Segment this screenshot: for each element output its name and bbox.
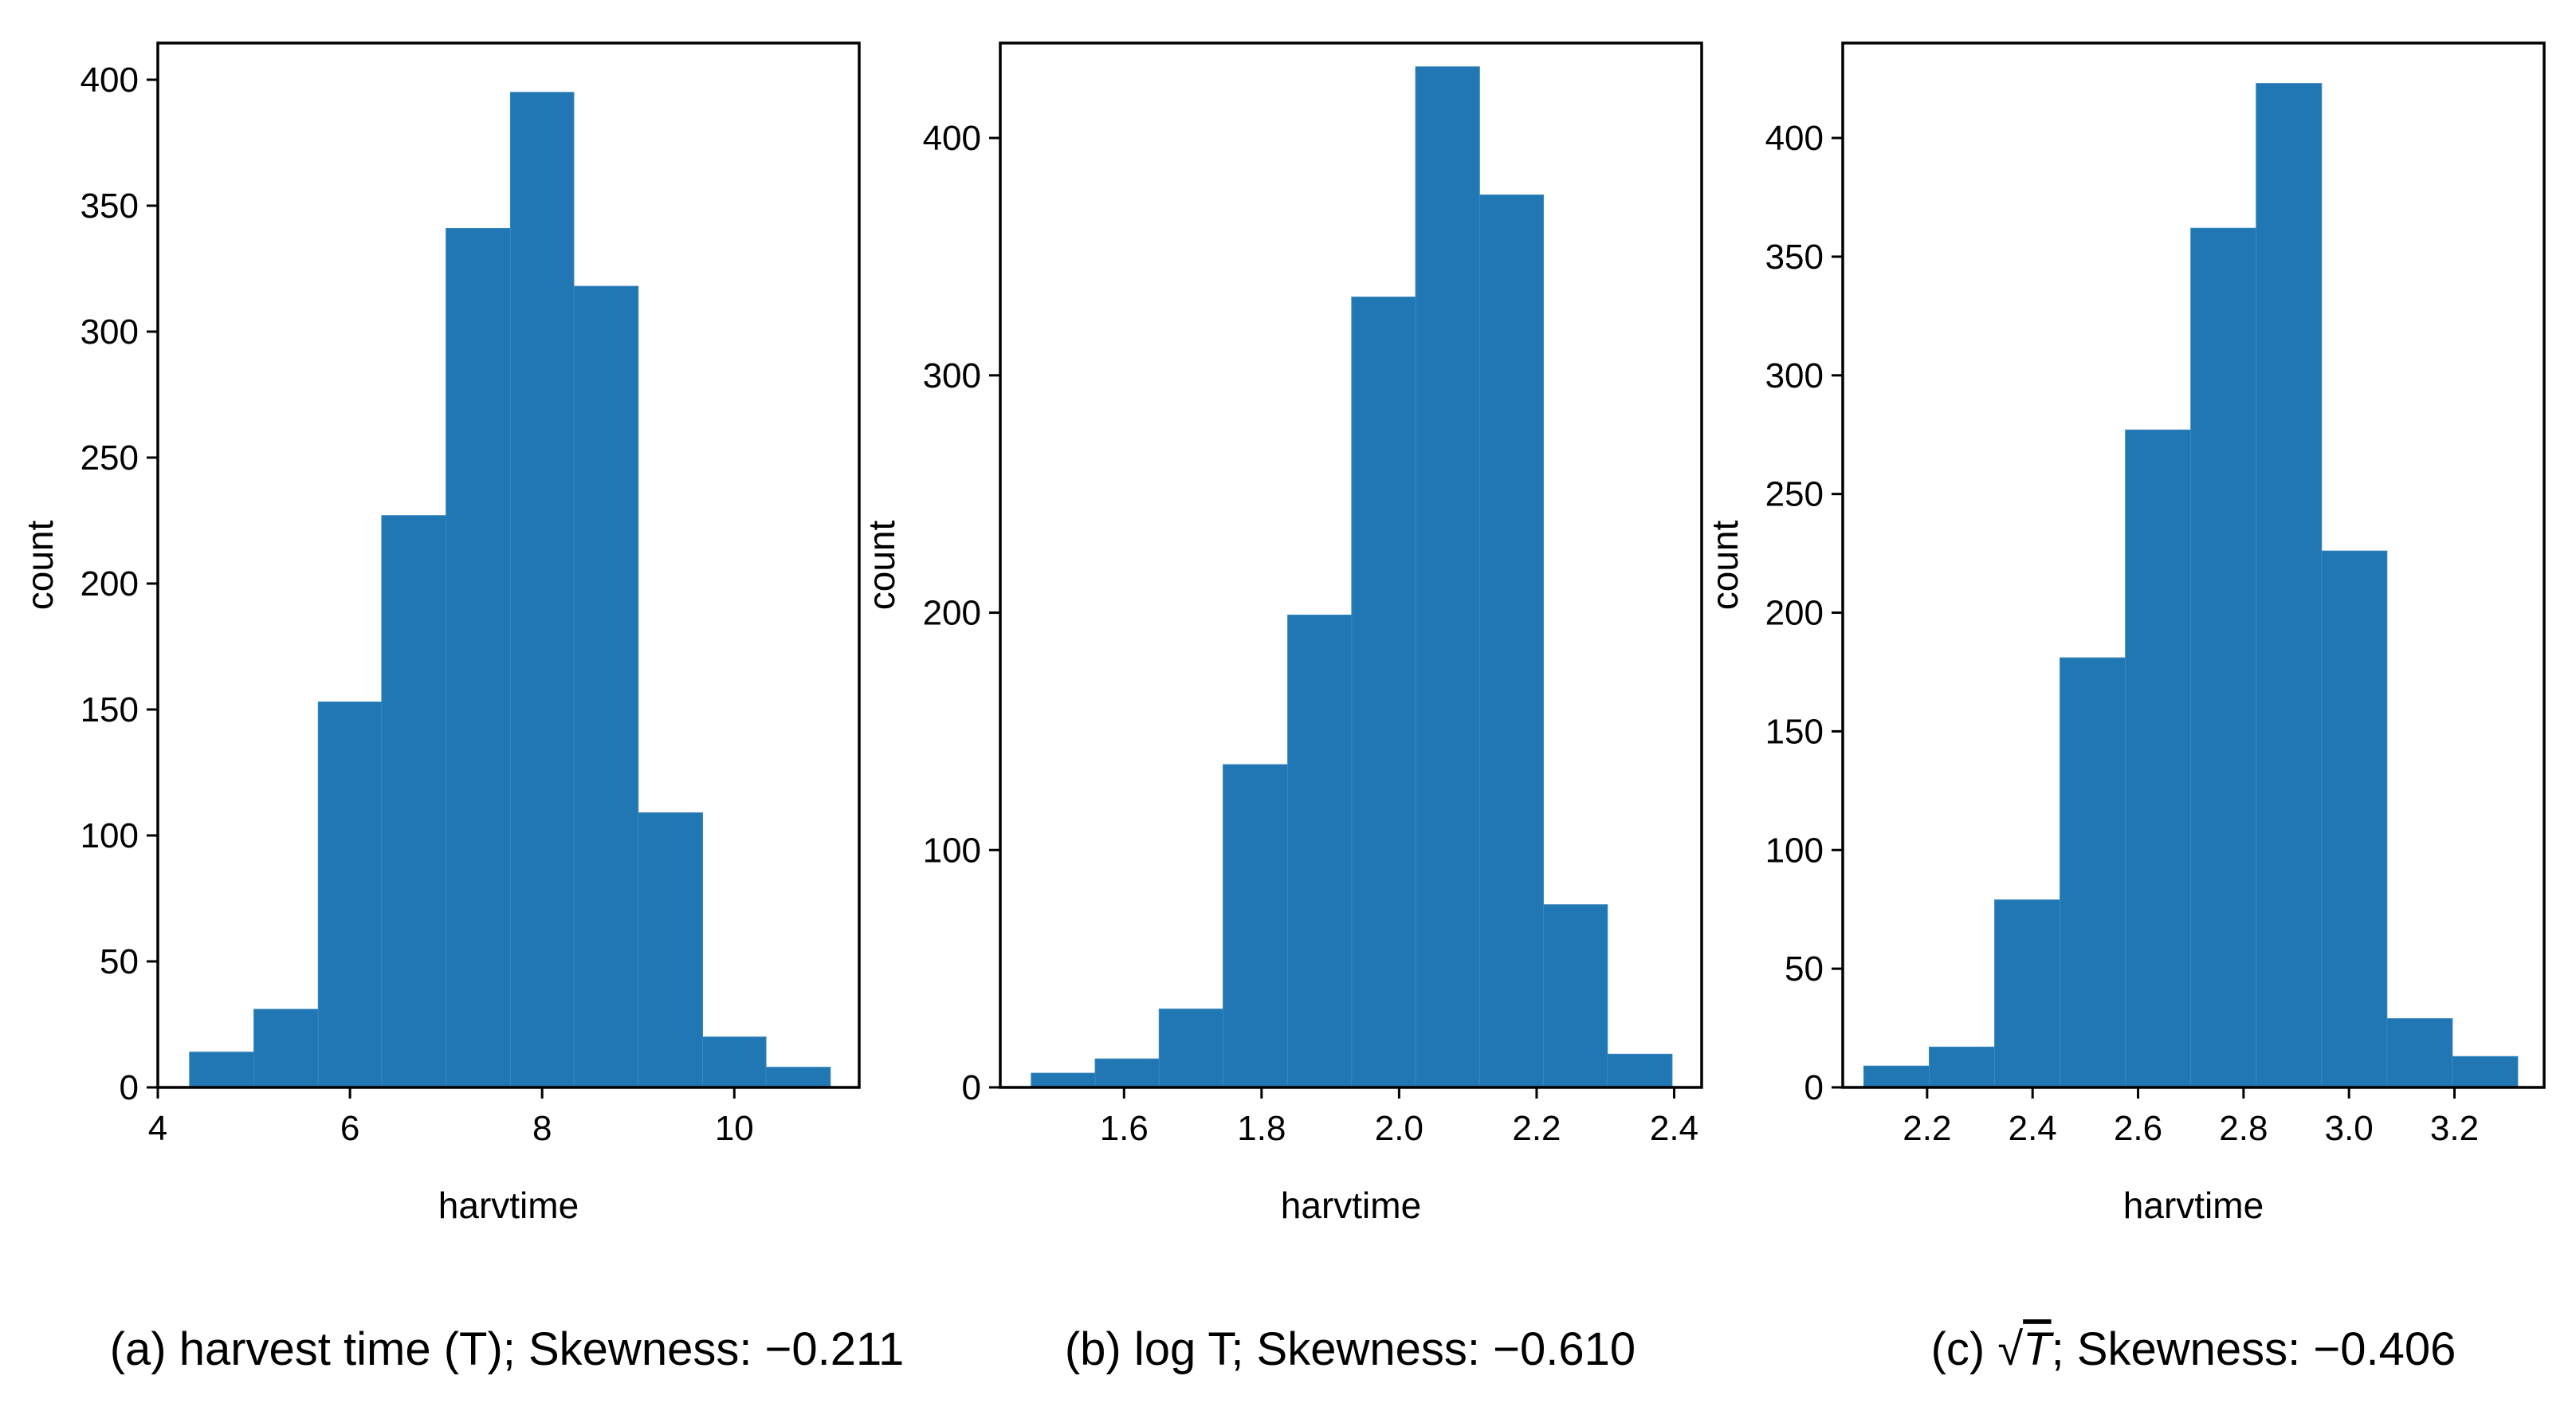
panel-b-y-tick-label-200: 200 [923,594,981,633]
panel-c-caption-suffix: ; Skewness: −0.406 [2052,1323,2456,1375]
panel-c-sqrt-t: 0 50 100 150 200 250 300 350 400 2.2 2.4 2.6 2.8 3.0… [1704,41,2546,1375]
panel-a-y-tick-label-50: 50 [100,942,139,981]
panel-c-bar-6 [2190,227,2257,1088]
panel-c-bars [1863,83,2519,1088]
panel-c-y-tick-label-100: 100 [1765,831,1824,870]
panel-a-y-tick-label-200: 200 [80,564,139,603]
panel-c-x-tick-label-2_6: 2.6 [2114,1109,2162,1148]
panel-a-bars [189,92,831,1088]
panel-c-x-tick-label-2_8: 2.8 [2219,1109,2268,1148]
panel-b-bar-4 [1223,764,1289,1088]
panel-a-y-tick-label-100: 100 [80,816,139,855]
panel-a-x-tick-label-6: 6 [340,1109,359,1148]
panel-c-caption-prefix: (c) [1931,1323,1998,1375]
panel-c-y-tick-label-250: 250 [1765,475,1824,514]
panel-b-x-tick-label-1_6: 1.6 [1100,1109,1149,1148]
panel-b-x-axis-label: harvtime [1281,1185,1421,1226]
panel-b-x-tick-label-2_2: 2.2 [1512,1109,1561,1148]
panel-a-y-tick-label-350: 350 [80,187,139,226]
panel-a-y-tick-label-0: 0 [120,1068,139,1107]
panel-c-caption: (c) √T; Skewness: −0.406 [1931,1323,2456,1375]
panel-a-bar-6 [509,92,575,1088]
panel-a-bar-1 [189,1051,255,1088]
panel-c-x-tick-label-2_4: 2.4 [2009,1109,2057,1148]
panel-c-bar-10 [2452,1055,2519,1088]
panel-a-y-tick-label-250: 250 [80,438,139,478]
panel-c-bar-7 [2256,83,2323,1088]
panel-b-y-tick-label-0: 0 [962,1068,981,1107]
panel-a-axes-frame [156,41,861,1089]
panel-b-x-tick-label-1_8: 1.8 [1237,1109,1286,1148]
panel-b-bar-8 [1478,195,1545,1088]
panel-c-y-tick-label-150: 150 [1765,712,1824,751]
panel-c-y-tick-label-200: 200 [1765,594,1824,633]
panel-a-y-tick-label-300: 300 [80,312,139,352]
panel-a-bar-10 [765,1067,831,1088]
panel-c-y-tick-label-50: 50 [1785,949,1824,989]
panel-b-bar-1 [1031,1072,1096,1088]
panel-c-y-tick-label-400: 400 [1765,119,1824,158]
panel-b-x-tick-label-2_4: 2.4 [1650,1109,1698,1148]
panel-c-y-tick-label-300: 300 [1765,356,1824,395]
panel-c-caption-var: T [2023,1323,2054,1375]
panel-c-y-tick-label-350: 350 [1765,238,1824,277]
panel-b-axes-frame [999,41,1703,1089]
panel-a-caption: (a) harvest time (T); Skewness: −0.211 [110,1323,905,1375]
panel-c-y-tick-label-0: 0 [1804,1068,1824,1107]
panel-c-x-tick-label-3_2: 3.2 [2430,1109,2479,1148]
panel-c-bar-1 [1863,1065,1930,1088]
panel-b-log-t: 0 100 200 300 400 1.6 1.8 2.0 2.2 2.4 harvtime c… [861,41,1703,1375]
panel-a-x-tick-label-10: 10 [715,1109,754,1148]
panel-c-y-ticks: 0 50 100 150 200 250 300 350 400 [1765,119,1843,1107]
panel-c-bar-2 [1929,1046,1996,1088]
panel-a-y-ticks: 0 50 100 150 200 250 300 350 400 [80,61,158,1107]
panel-c-x-tick-label-3: 3.0 [2325,1109,2374,1148]
panel-c-y-axis-label: count [1704,521,1745,611]
panel-c-caption-radical: √ [1997,1323,2023,1375]
panel-b-bar-5 [1287,615,1353,1088]
panel-a-x-axis-label: harvtime [438,1185,579,1226]
panel-a-bar-8 [638,812,704,1088]
panel-a-x-tick-label-8: 8 [532,1109,552,1148]
panel-b-bar-6 [1351,297,1416,1088]
panel-b-x-tick-label-2: 2.0 [1375,1109,1423,1148]
panel-c-bar-8 [2321,550,2388,1088]
panel-b-y-axis-label: count [861,521,902,611]
panel-b-bar-2 [1094,1058,1160,1088]
panel-a-bar-2 [253,1008,319,1088]
panel-b-bar-7 [1415,66,1480,1088]
panel-b-y-ticks: 0 100 200 300 400 [923,119,1000,1107]
panel-c-x-tick-label-2_2: 2.2 [1903,1109,1951,1148]
panel-a-bar-4 [381,515,447,1088]
panel-b-bar-3 [1158,1008,1224,1088]
panel-c-x-axis-label: harvtime [2123,1185,2264,1226]
panel-b-y-tick-label-100: 100 [923,831,981,870]
panel-a-x-tick-label-4: 4 [148,1109,167,1148]
panel-b-x-ticks: 1.6 1.8 2.0 2.2 2.4 [1100,1087,1698,1148]
panel-a-bar-7 [573,285,639,1088]
panel-c-bar-5 [2125,429,2192,1088]
panel-a-bar-3 [317,702,383,1088]
panel-b-bar-9 [1543,904,1608,1088]
panel-c-x-ticks: 2.2 2.4 2.6 2.8 3.0 3.2 [1903,1087,2479,1148]
panel-a-y-axis-label: count [19,521,61,611]
panel-a-y-tick-label-400: 400 [80,61,139,100]
panel-a-x-ticks: 4 6 8 10 [148,1087,754,1148]
panel-b-y-tick-label-400: 400 [923,119,981,158]
panel-c-bar-9 [2386,1018,2453,1088]
panel-b-bar-10 [1607,1053,1673,1088]
panel-c-axes-frame [1841,41,2546,1089]
panel-b-caption: (b) log T; Skewness: −0.610 [1065,1323,1636,1375]
panel-c-bar-4 [2060,657,2126,1088]
panel-b-y-tick-label-300: 300 [923,356,981,395]
panel-b-bars [1031,66,1673,1088]
panel-a-y-tick-label-150: 150 [80,690,139,729]
panel-c-bar-3 [1994,899,2061,1088]
panel-a-bar-9 [702,1036,767,1088]
panel-a-bar-5 [446,227,511,1088]
